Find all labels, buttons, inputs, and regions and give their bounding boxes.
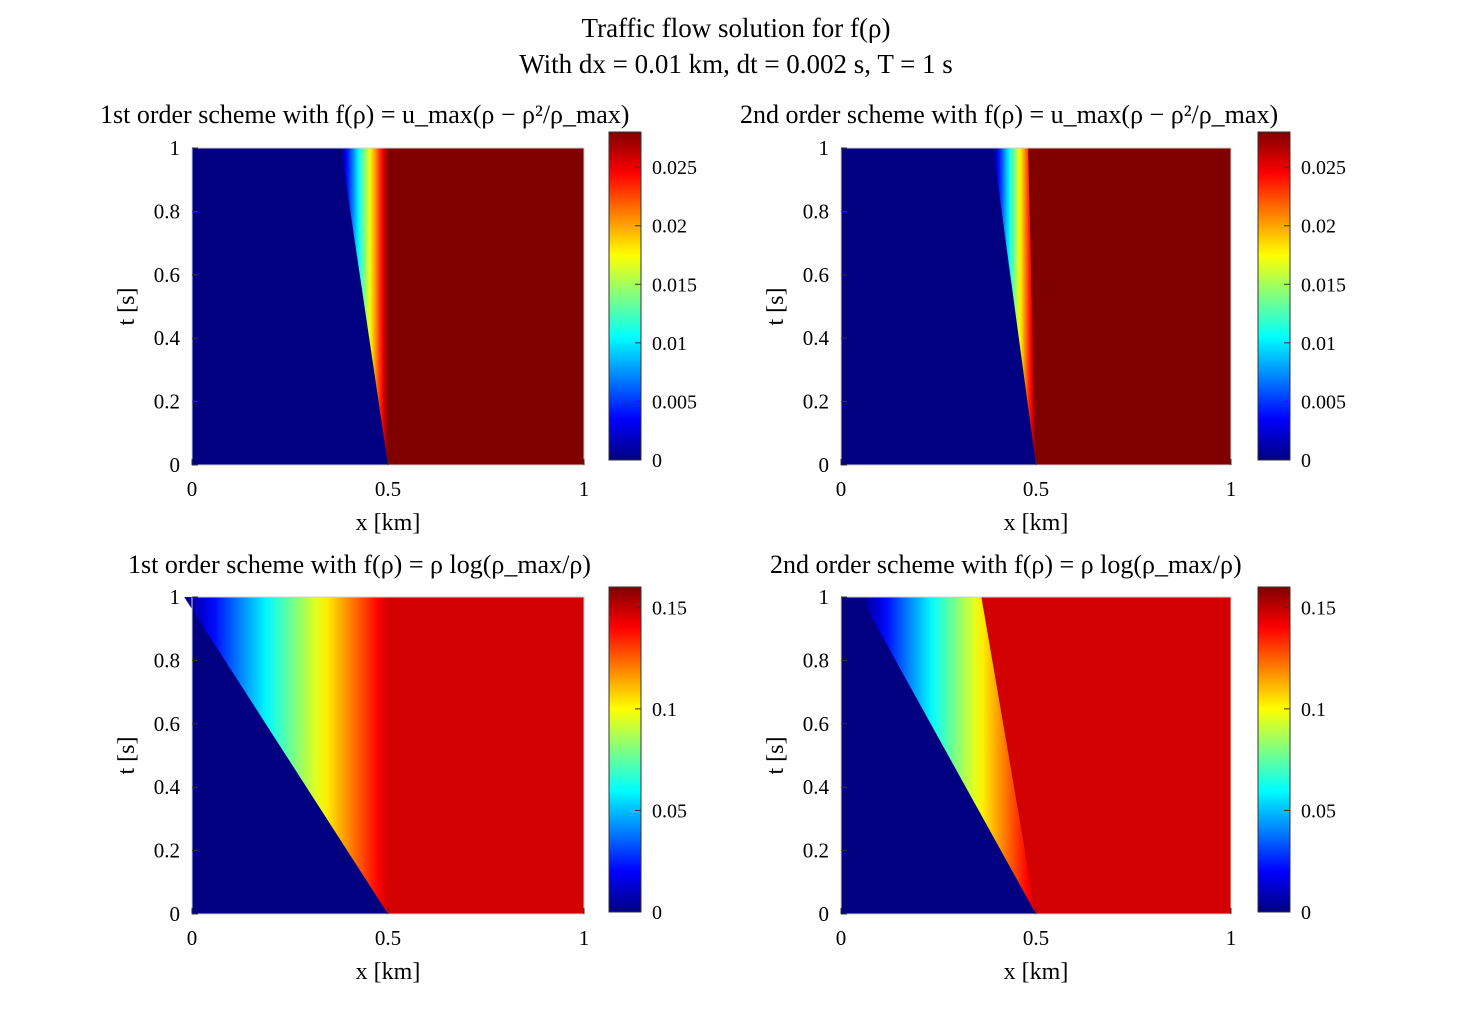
colorbar-tick-label: 0.1 xyxy=(652,699,677,721)
y-tick-label: 0.8 xyxy=(803,648,829,672)
x-tick-label: 0.5 xyxy=(375,926,401,950)
colorbar-tick-label: 0.1 xyxy=(1301,699,1326,721)
y-tick-label: 0 xyxy=(170,902,181,926)
colorbar-tick-label: 0.005 xyxy=(1301,391,1346,413)
x-tick-label: 1 xyxy=(1226,477,1237,501)
heatmap-panel-3: 0 0.5 1 0 0.2 0.4 0.6 0.8 1 x [km] t [s] 0 0.05 0.1 0.… xyxy=(114,585,687,985)
y-tick-label: 1 xyxy=(170,585,181,609)
y-tick-label: 0.6 xyxy=(803,712,829,736)
y-tick-label: 1 xyxy=(819,585,830,609)
x-tick-label: 0.5 xyxy=(375,477,401,501)
y-tick-label: 0 xyxy=(819,902,830,926)
figure-title-line-1: Traffic flow solution for f(ρ) xyxy=(0,12,1472,44)
colorbar-tick-label: 0.05 xyxy=(1301,800,1336,822)
heatmap-right-state xyxy=(388,148,584,465)
y-tick-label: 0.4 xyxy=(803,775,830,799)
panel-title-2: 2nd order scheme with f(ρ) = u_max(ρ − ρ… xyxy=(740,100,1279,129)
heatmap-right-state xyxy=(981,597,1231,914)
colorbar-tick-label: 0.05 xyxy=(652,800,687,822)
colorbar-tick-label: 0 xyxy=(652,450,662,472)
x-tick-label: 0.5 xyxy=(1023,477,1049,501)
colorbar-tick-label: 0.025 xyxy=(652,157,697,179)
colorbar-tick-label: 0.15 xyxy=(1301,597,1336,619)
y-tick-label: 0.2 xyxy=(803,390,829,414)
colorbar-tick-label: 0.025 xyxy=(1301,157,1346,179)
heatmap-rarefaction-fan xyxy=(184,597,388,914)
colorbar-tick-label: 0.015 xyxy=(1301,274,1346,296)
y-tick-label: 0.8 xyxy=(803,199,829,223)
heatmap-rarefaction-fan xyxy=(340,148,388,465)
colorbar-tick-label: 0.01 xyxy=(652,333,687,355)
colorbar-tick-label: 0.02 xyxy=(652,216,687,238)
y-tick-label: 1 xyxy=(819,136,830,160)
heatmap-panel-4: 0 0.5 1 0 0.2 0.4 0.6 0.8 1 x [km] t [s] 0 0.05 0.1 0.… xyxy=(763,585,1336,985)
x-tick-label: 0.5 xyxy=(1023,926,1049,950)
x-axis-label: x [km] xyxy=(356,959,421,985)
colorbar xyxy=(608,131,642,461)
colorbar xyxy=(1257,586,1291,913)
colorbar-tick-label: 0.005 xyxy=(652,391,697,413)
y-axis-label: t [s] xyxy=(763,737,789,775)
x-tick-label: 1 xyxy=(579,477,590,501)
y-tick-label: 0.6 xyxy=(803,263,829,287)
colorbar-tick-label: 0.02 xyxy=(1301,216,1336,238)
colorbar xyxy=(1257,131,1291,461)
y-tick-label: 0.8 xyxy=(154,648,180,672)
colorbar-tick-label: 0.01 xyxy=(1301,333,1336,355)
x-tick-label: 0 xyxy=(187,926,198,950)
x-tick-label: 1 xyxy=(1226,926,1237,950)
y-tick-label: 1 xyxy=(170,136,181,160)
colorbar-tick-label: 0 xyxy=(1301,450,1311,472)
y-tick-label: 0.6 xyxy=(154,263,180,287)
x-tick-label: 0 xyxy=(836,926,847,950)
y-axis-label: t [s] xyxy=(763,288,789,326)
heatmap-right-state xyxy=(1028,148,1231,465)
colorbar xyxy=(608,586,642,913)
colorbar-tick-label: 0 xyxy=(1301,902,1311,924)
colorbar-tick-label: 0.015 xyxy=(652,274,697,296)
y-axis-label: t [s] xyxy=(114,737,140,775)
colorbar-tick-label: 0 xyxy=(652,902,662,924)
figure-title-line-2: With dx = 0.01 km, dt = 0.002 s, T = 1 s xyxy=(0,48,1472,80)
x-axis-label: x [km] xyxy=(356,510,421,536)
y-tick-label: 0.8 xyxy=(154,199,180,223)
y-axis-label: t [s] xyxy=(114,288,140,326)
y-tick-label: 0.6 xyxy=(154,712,180,736)
heatmap-panel-2: 0 0.5 1 0 0.2 0.4 0.6 0.8 1 x [km] t [s] 0 0.005 0.01… xyxy=(763,131,1346,536)
y-tick-label: 0.2 xyxy=(154,390,180,414)
figure-subtitle-text: With dx = 0.01 km, dt = 0.002 s, T = 1 s xyxy=(519,49,953,79)
x-axis-label: x [km] xyxy=(1004,959,1069,985)
colorbar-tick-label: 0.15 xyxy=(652,597,687,619)
heatmap-panel-1: 0 0.5 1 0 0.2 0.4 0.6 0.8 1 x [km] t [s] 0 0.005 0.01… xyxy=(114,131,697,536)
x-tick-label: 0 xyxy=(836,477,847,501)
y-tick-label: 0 xyxy=(170,453,181,477)
y-tick-label: 0.2 xyxy=(154,839,180,863)
panel-title-4: 2nd order scheme with f(ρ) = ρ log(ρ_max… xyxy=(770,550,1242,579)
x-tick-label: 1 xyxy=(579,926,590,950)
y-tick-label: 0.4 xyxy=(154,326,181,350)
panel-title-3: 1st order scheme with f(ρ) = ρ log(ρ_max… xyxy=(128,550,591,579)
heatmap-rarefaction-fan xyxy=(993,148,1036,465)
y-tick-label: 0 xyxy=(819,453,830,477)
y-tick-label: 0.4 xyxy=(154,775,181,799)
y-tick-label: 0.4 xyxy=(803,326,830,350)
heatmap-rarefaction-fan xyxy=(860,597,1036,914)
heatmap-right-state xyxy=(388,597,584,914)
y-tick-label: 0.2 xyxy=(803,839,829,863)
x-axis-label: x [km] xyxy=(1004,510,1069,536)
x-tick-label: 0 xyxy=(187,477,198,501)
figure-title-text: Traffic flow solution for f(ρ) xyxy=(581,13,891,43)
panel-title-1: 1st order scheme with f(ρ) = u_max(ρ − ρ… xyxy=(100,100,630,129)
